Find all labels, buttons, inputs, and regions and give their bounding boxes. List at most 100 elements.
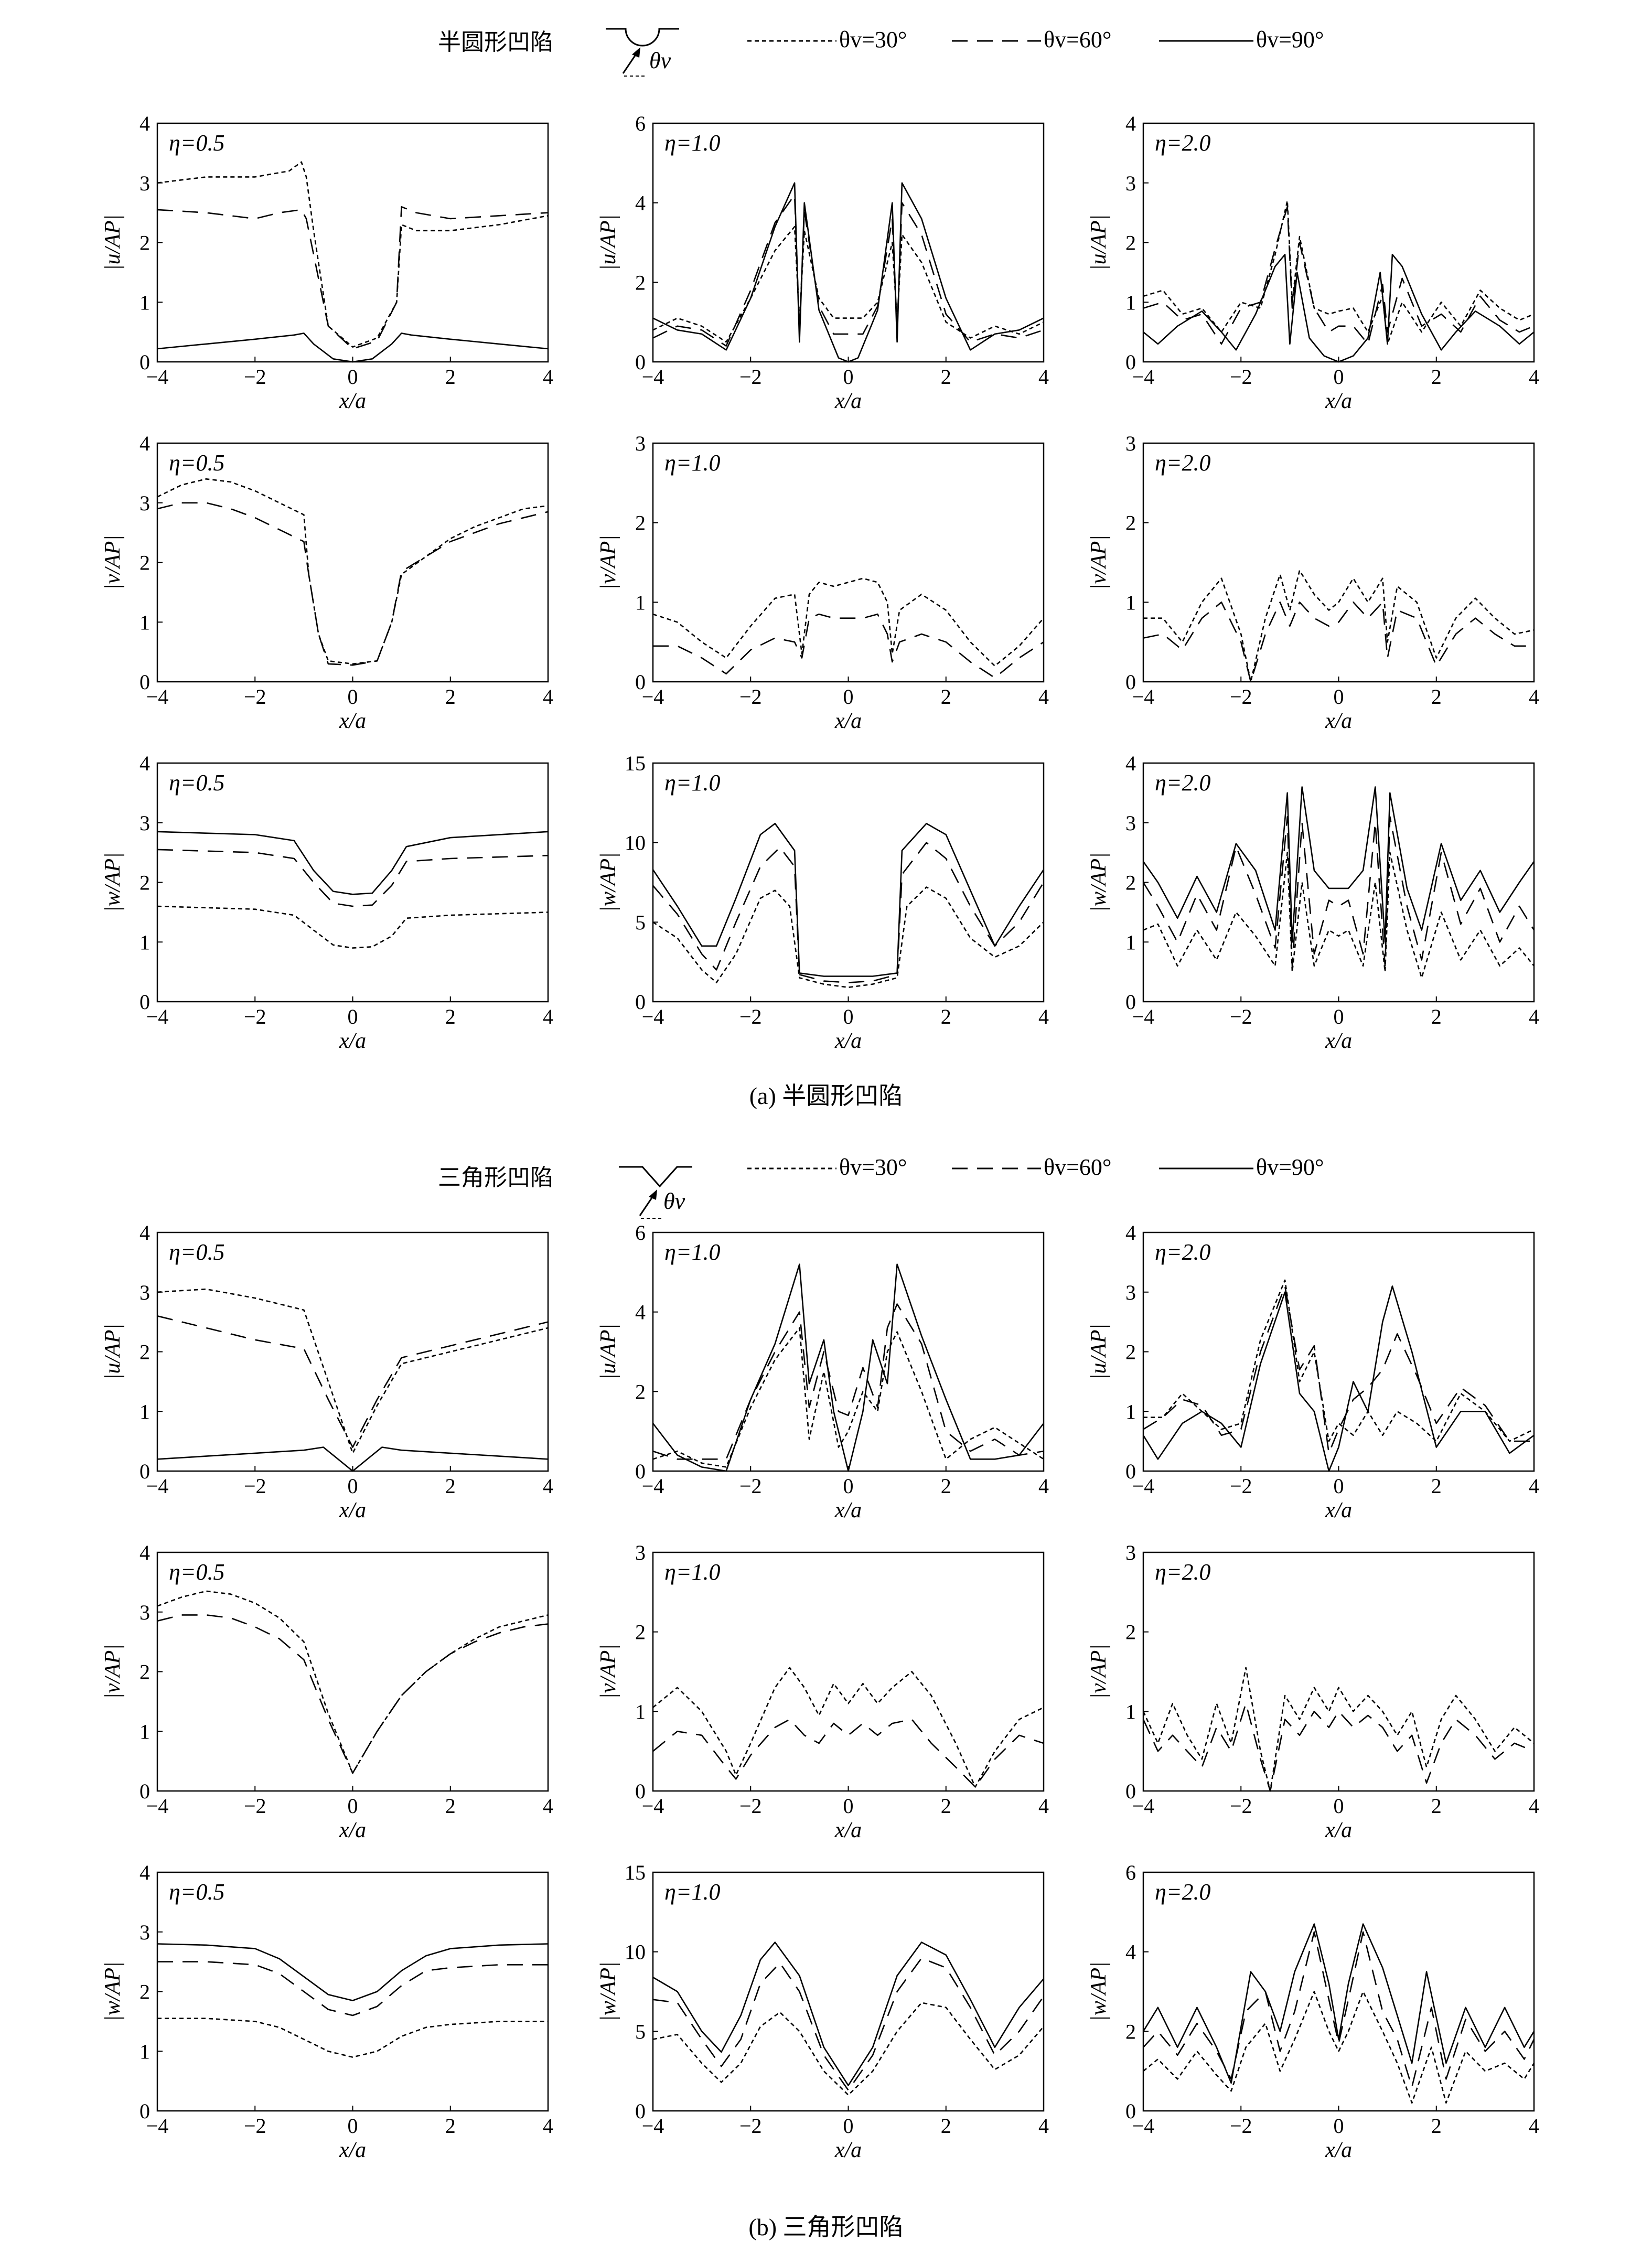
panel-annotation: η=0.5 [169, 1879, 225, 1905]
legend-b-entry-30: θv=30° [747, 1154, 907, 1180]
series-line-dashed [652, 194, 1044, 347]
x-tick-label: 0 [1334, 1474, 1344, 1498]
panel-annotation: η=0.5 [169, 450, 225, 476]
x-tick-label: −4 [1132, 1005, 1155, 1028]
y-tick-label: 2 [1125, 231, 1136, 255]
series-line-solid [652, 823, 1045, 977]
x-axis-label: x/a [834, 1818, 862, 1842]
series-line-dashed [653, 613, 1044, 679]
y-tick-label: 1 [1125, 1400, 1136, 1423]
series-line-dotted [652, 886, 1044, 988]
series-line-dotted [157, 161, 549, 348]
legend-b: 三角形凹陷 θv θv=30° θv=60° θv=90° [438, 1154, 1324, 1219]
x-axis-label: x/a [339, 1818, 366, 1842]
x-axis-label: x/a [834, 2138, 862, 2162]
semicircular-canyon-icon: θv [606, 28, 679, 77]
y-tick-label: 3 [140, 811, 150, 835]
plot-frame [156, 762, 549, 1003]
x-tick-label: 2 [941, 685, 951, 709]
panel-a-1-0: 0 1 2 3 4 −4 −2 0 2 4 x/a |v/AP| η=0.5 [101, 432, 553, 733]
x-tick-label: 2 [445, 685, 456, 709]
x-tick-label: −2 [739, 1474, 762, 1498]
y-tick-label: 0 [635, 1460, 646, 1483]
x-tick-label: 4 [1038, 365, 1049, 389]
x-tick-label: −4 [1132, 685, 1155, 709]
series-line-dotted [157, 905, 549, 949]
y-tick-label: 0 [635, 670, 646, 694]
x-axis-label: x/a [1325, 389, 1352, 413]
x-tick-label: 0 [843, 685, 854, 709]
y-axis-label: |w/AP| [101, 852, 125, 912]
panel-a-0-0: 0 1 2 3 4 −4 −2 0 2 4 x/a |u/AP| η=0.5 [101, 112, 553, 413]
x-tick-label: −4 [642, 1005, 664, 1028]
legend-a-theta-label: θv [649, 48, 671, 73]
x-tick-label: −2 [1230, 685, 1252, 709]
series-line-dashed [1143, 1931, 1535, 2088]
y-tick-label: 3 [1125, 171, 1136, 195]
series-line-dotted [157, 2018, 548, 2058]
series-line-dashed [652, 1303, 1044, 1460]
x-tick-label: 4 [1529, 365, 1539, 389]
y-axis-label: |w/AP| [1087, 852, 1111, 912]
x-tick-label: 2 [1431, 1005, 1442, 1028]
legend-a: 半圆形凹陷 θv θv=30° θv=60° θv=90° [438, 27, 1324, 77]
series-line-solid [1142, 1285, 1535, 1472]
x-tick-label: 0 [1334, 1005, 1344, 1028]
y-tick-label: 3 [140, 171, 150, 195]
plot-frame [652, 1231, 1045, 1472]
y-tick-label: 4 [140, 112, 150, 135]
plot-frame [1142, 1551, 1535, 1792]
series-line-solid [652, 1263, 1045, 1472]
y-tick-label: 4 [140, 752, 150, 775]
x-axis-label: x/a [834, 709, 862, 733]
series-line-dotted [1143, 1279, 1535, 1442]
series-line-dashed [1143, 206, 1535, 345]
x-axis-label: x/a [1325, 2138, 1352, 2162]
panel-b-2-0: 0 1 2 3 4 −4 −2 0 2 4 x/a |w/AP| η=0.5 [101, 1861, 553, 2162]
panel-annotation: η=1.0 [664, 770, 721, 796]
x-tick-label: 4 [1038, 685, 1049, 709]
x-tick-label: 2 [941, 2114, 951, 2138]
series-line-solid [652, 182, 1044, 363]
series-line-solid [1143, 254, 1535, 363]
y-tick-label: 1 [1125, 291, 1136, 314]
y-tick-label: 4 [1125, 1940, 1136, 1964]
y-tick-label: 15 [625, 752, 646, 775]
y-tick-label: 4 [1125, 752, 1136, 775]
x-tick-label: −4 [1132, 1794, 1155, 1818]
plot-frame [1142, 1231, 1535, 1472]
y-tick-label: 0 [1125, 1460, 1136, 1483]
series-line-dotted [1143, 1991, 1535, 2104]
y-tick-label: 3 [140, 1601, 150, 1624]
x-tick-label: −2 [244, 1474, 266, 1498]
x-tick-label: −2 [1230, 1794, 1252, 1818]
y-tick-label: 3 [1125, 811, 1136, 835]
series-line-dotted [157, 478, 549, 665]
y-tick-label: 3 [1125, 432, 1136, 455]
x-tick-label: 4 [543, 1794, 553, 1818]
x-tick-label: 4 [1038, 2114, 1049, 2138]
x-tick-label: 4 [1038, 1005, 1049, 1028]
x-tick-label: −2 [244, 2114, 266, 2138]
x-axis-label: x/a [1325, 709, 1352, 733]
panel-b-2-1: 0 5 10 15 −4 −2 0 2 4 x/a |w/AP| η=1.0 [596, 1861, 1049, 2162]
panel-a-2-0: 0 1 2 3 4 −4 −2 0 2 4 x/a |w/AP| η=0.5 [101, 752, 553, 1053]
y-tick-label: 1 [140, 610, 150, 634]
x-tick-label: 4 [543, 1474, 553, 1498]
y-axis-label: |v/AP| [1087, 1644, 1111, 1699]
x-tick-label: −4 [146, 1794, 169, 1818]
y-tick-label: 2 [140, 551, 150, 575]
legend-a-label-30: θv=30° [839, 27, 907, 52]
y-tick-label: 4 [1125, 1221, 1136, 1245]
y-tick-label: 1 [1125, 591, 1136, 614]
y-tick-label: 1 [635, 1700, 646, 1723]
y-tick-label: 4 [140, 1221, 150, 1245]
x-tick-label: 2 [445, 2114, 456, 2138]
series-line-dashed [1142, 816, 1535, 967]
x-tick-label: 0 [348, 365, 358, 389]
legend-a-entry-30: θv=30° [747, 27, 907, 52]
x-tick-label: 4 [1529, 2114, 1539, 2138]
y-tick-label: 5 [635, 910, 646, 934]
y-tick-label: 1 [635, 591, 646, 614]
